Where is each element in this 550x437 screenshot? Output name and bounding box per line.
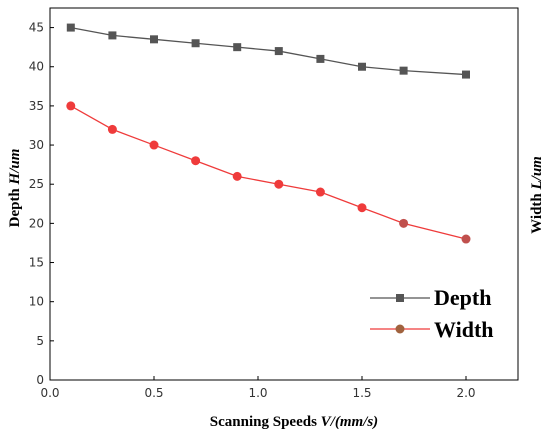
data-point-depth — [399, 66, 408, 75]
y-tick-label: 30 — [29, 138, 44, 152]
x-tick-label: 0.5 — [144, 386, 163, 400]
data-point-width — [232, 171, 242, 181]
y-tick-label: 5 — [36, 334, 44, 348]
series-line-depth — [70, 26, 467, 76]
x-tick-label: 0.0 — [40, 386, 59, 400]
y-tick-label: 0 — [36, 373, 44, 387]
x-axis-title: Scanning Speeds V/(mm/s) — [210, 414, 378, 430]
data-point-width — [461, 234, 471, 244]
y-tick-label: 35 — [29, 99, 44, 113]
legend-width-marker — [395, 324, 405, 334]
y-tick-label: 45 — [29, 21, 44, 35]
data-point-width — [399, 218, 409, 228]
data-point-depth — [274, 47, 283, 56]
data-point-depth — [233, 43, 242, 52]
x-tick-label: 1.5 — [352, 386, 371, 400]
data-point-width — [149, 140, 159, 150]
series-layer — [66, 23, 471, 244]
x-tick-label: 1.0 — [248, 386, 267, 400]
y-axis-title: Depth H/um — [7, 149, 23, 228]
y-tick-label: 25 — [29, 177, 44, 191]
data-point-width — [107, 124, 117, 134]
data-point-depth — [316, 54, 325, 63]
data-point-depth — [358, 62, 366, 71]
legend-width-label: Width — [434, 317, 494, 342]
y-tick-label: 10 — [29, 295, 44, 309]
data-point-depth — [150, 35, 158, 44]
data-point-depth — [66, 23, 75, 32]
data-point-width — [191, 156, 201, 166]
data-point-depth — [108, 31, 117, 40]
data-point-depth — [191, 39, 200, 48]
y-tick-label: 20 — [29, 216, 44, 230]
data-point-depth — [462, 70, 470, 79]
legend-item-depth: Depth — [370, 285, 491, 310]
data-point-width — [357, 203, 367, 213]
legend-depth-label: Depth — [434, 285, 491, 310]
axis-ticks: 0.0 0.5 1.0 1.5 2.0 0 5 10 15 20 25 30 35 40 45 — [29, 21, 476, 400]
legend-item-width: Width — [370, 317, 494, 342]
plot-frame — [49, 7, 519, 381]
right-y-axis-title: Width L/um — [529, 156, 545, 234]
series-line-width — [70, 105, 467, 240]
y-tick-label: 15 — [29, 256, 44, 270]
data-point-width — [274, 179, 284, 189]
y-tick-label: 40 — [29, 60, 44, 74]
data-point-width — [315, 187, 325, 197]
legend: Depth Width — [370, 285, 494, 342]
legend-depth-marker — [396, 294, 404, 302]
data-point-width — [66, 101, 76, 111]
x-tick-label: 2.0 — [456, 386, 475, 400]
